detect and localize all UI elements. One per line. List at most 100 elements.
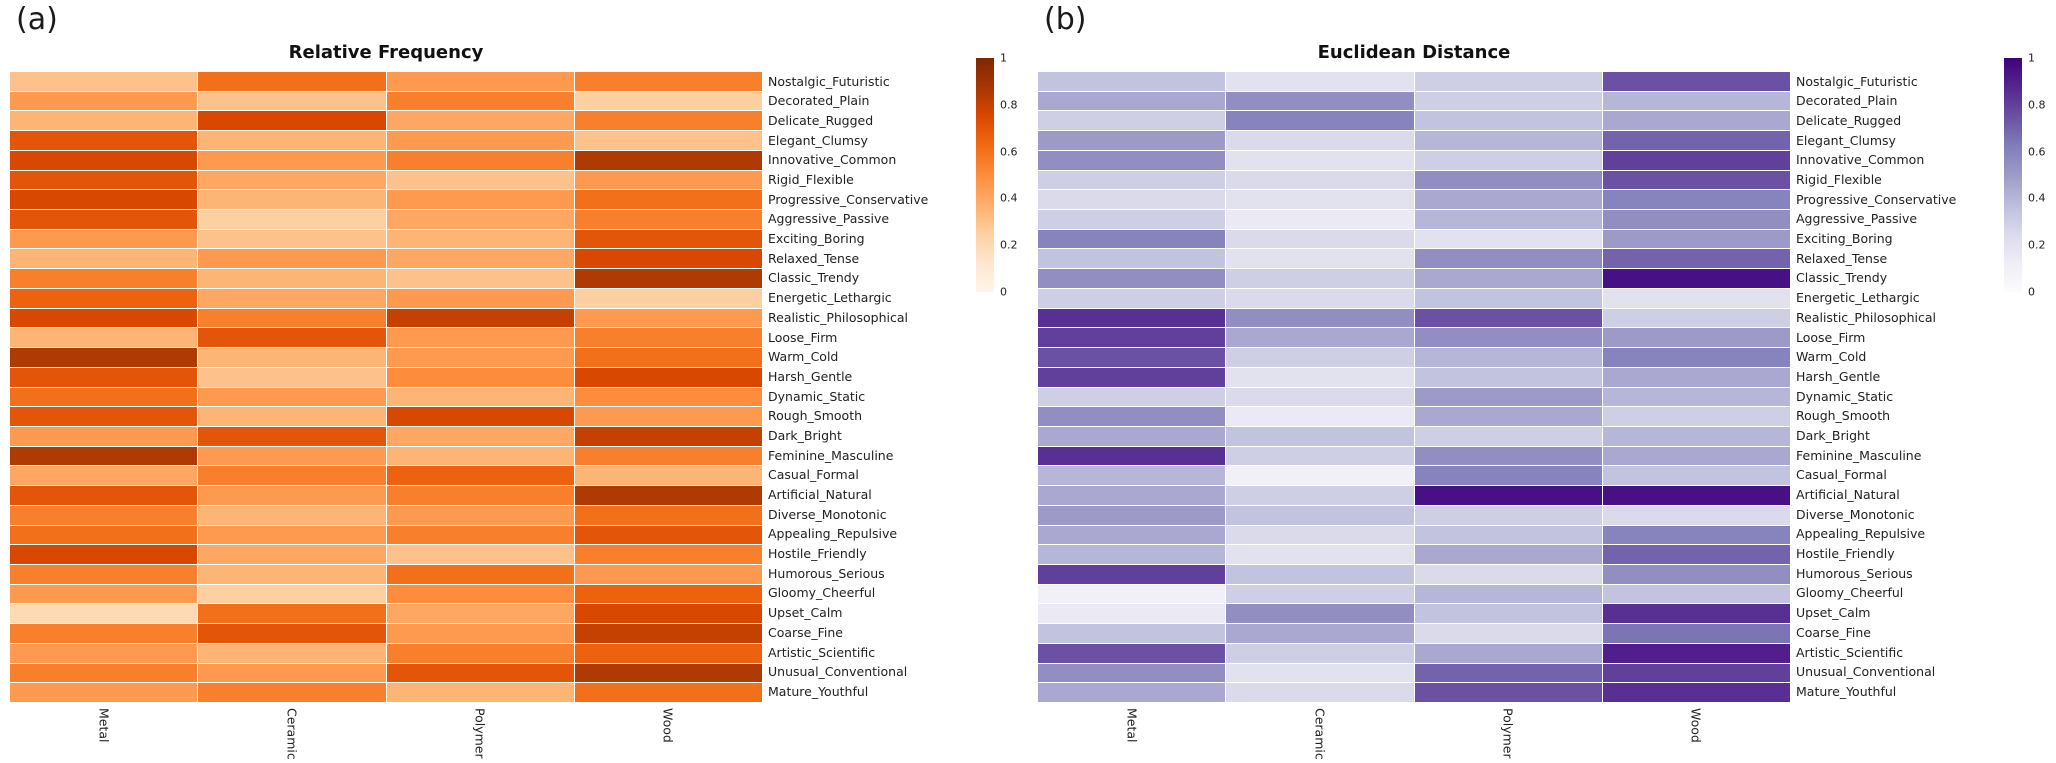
heatmap-cell [1038, 229, 1226, 249]
panel-b: (b) Euclidean Distance Nostalgic_Futuris… [1028, 0, 2056, 763]
row-label: Diverse_Monotonic [768, 506, 887, 522]
heatmap-cell [10, 210, 198, 229]
colorbar-tick-label: 0.2 [1000, 238, 1018, 252]
heatmap-cell [1602, 624, 1790, 643]
panel-a-tag: (a) [16, 2, 58, 37]
column-labels-relative-frequency: Metal Ceramic Polymer Wood [10, 706, 762, 763]
heatmap-cell [1038, 683, 1226, 702]
heatmap-cell [1414, 308, 1602, 328]
heatmap-cell [1038, 328, 1226, 348]
heatmap-cell [1226, 288, 1414, 308]
heatmap-cell [10, 229, 198, 249]
heatmap-cell [1414, 288, 1602, 308]
row-label: Appealing_Repulsive [768, 526, 898, 542]
heatmap-cell [1226, 564, 1414, 584]
heatmap-cell [386, 624, 574, 643]
row-label: Rigid_Flexible [768, 172, 854, 188]
heatmap-cell [386, 288, 574, 308]
heatmap-cell [1038, 269, 1226, 288]
heatmap-cell [574, 407, 762, 426]
heatmap-cell [10, 150, 198, 170]
heatmap-cell [1414, 407, 1602, 426]
heatmap-cell [1038, 446, 1226, 466]
heatmap-cell [1414, 72, 1602, 91]
heatmap-cell [386, 269, 574, 288]
heatmap-cell [1038, 663, 1226, 683]
row-label: Dark_Bright [768, 427, 842, 443]
heatmap-cell [1226, 426, 1414, 446]
heatmap-cell [1226, 604, 1414, 624]
heatmap-cell [386, 683, 574, 702]
row-label: Elegant_Clumsy [768, 132, 868, 148]
heatmap-cell [1414, 111, 1602, 131]
row-label: Artificial_Natural [768, 487, 872, 503]
heatmap-cell [10, 584, 198, 604]
panel-a-title: Relative Frequency [288, 42, 484, 63]
heatmap-cell [386, 308, 574, 328]
row-label: Progressive_Conservative [1796, 191, 1957, 207]
heatmap-cell [574, 426, 762, 446]
heatmap-cell [1414, 210, 1602, 229]
heatmap-cell [386, 663, 574, 683]
row-label: Warm_Cold [1796, 349, 1867, 365]
heatmap-cell [386, 72, 574, 91]
row-label: Progressive_Conservative [768, 191, 929, 207]
heatmap-cell [1226, 466, 1414, 486]
heatmap-cell [198, 348, 386, 367]
heatmap-cell [1602, 170, 1790, 190]
heatmap-cell [1414, 229, 1602, 249]
column-label: Ceramic [284, 708, 300, 760]
row-label: Mature_Youthful [1796, 683, 1897, 699]
heatmap-cell [1602, 150, 1790, 170]
heatmap-cell [574, 525, 762, 545]
heatmap-cell [1038, 643, 1226, 663]
row-label: Gloomy_Cheerful [768, 585, 876, 601]
heatmap-cell [1038, 348, 1226, 367]
heatmap-cell [1414, 663, 1602, 683]
colorbar-relative-frequency [976, 58, 994, 292]
heatmap-cell [198, 446, 386, 466]
heatmap-cell [1602, 643, 1790, 663]
colorbar-euclidean-distance [2004, 58, 2022, 292]
heatmap-cell [1602, 505, 1790, 525]
heatmap-cell [574, 643, 762, 663]
heatmap-cell [1226, 584, 1414, 604]
heatmap-cell [198, 486, 386, 505]
heatmap-cell [10, 348, 198, 367]
heatmap-cell [574, 150, 762, 170]
heatmap-cell [386, 387, 574, 407]
heatmap-cell [10, 426, 198, 446]
row-label: Exciting_Boring [1796, 231, 1893, 247]
row-label: Classic_Trendy [1796, 270, 1888, 286]
heatmap-cell [198, 624, 386, 643]
heatmap-cell [1602, 91, 1790, 111]
heatmap-cell [1602, 387, 1790, 407]
heatmap-cell [386, 249, 574, 269]
heatmap-cell [574, 683, 762, 702]
row-label: Delicate_Rugged [1796, 112, 1902, 128]
heatmap-cell [574, 190, 762, 210]
heatmap-cell [10, 466, 198, 486]
heatmap-cell [10, 407, 198, 426]
column-label: Ceramic [1312, 708, 1328, 760]
heatmap-cell [1226, 308, 1414, 328]
heatmap-cell [1602, 683, 1790, 702]
heatmap-cell [386, 604, 574, 624]
heatmap-cell [1602, 486, 1790, 505]
heatmap-cell [1414, 624, 1602, 643]
heatmap-cell [1038, 150, 1226, 170]
heatmap-cell [1226, 525, 1414, 545]
heatmap-cell [1414, 426, 1602, 446]
heatmap-cell [198, 210, 386, 229]
heatmap-cell [198, 604, 386, 624]
heatmap-cell [1602, 604, 1790, 624]
heatmap-cell [1226, 407, 1414, 426]
heatmap-cell [574, 249, 762, 269]
colorbar-tick-label: 0.8 [1000, 98, 1018, 112]
heatmap-cell [1602, 367, 1790, 387]
heatmap-cell [386, 505, 574, 525]
row-label: Exciting_Boring [768, 231, 865, 247]
heatmap-cell [10, 505, 198, 525]
row-label: Dark_Bright [1796, 427, 1870, 443]
heatmap-cell [574, 564, 762, 584]
